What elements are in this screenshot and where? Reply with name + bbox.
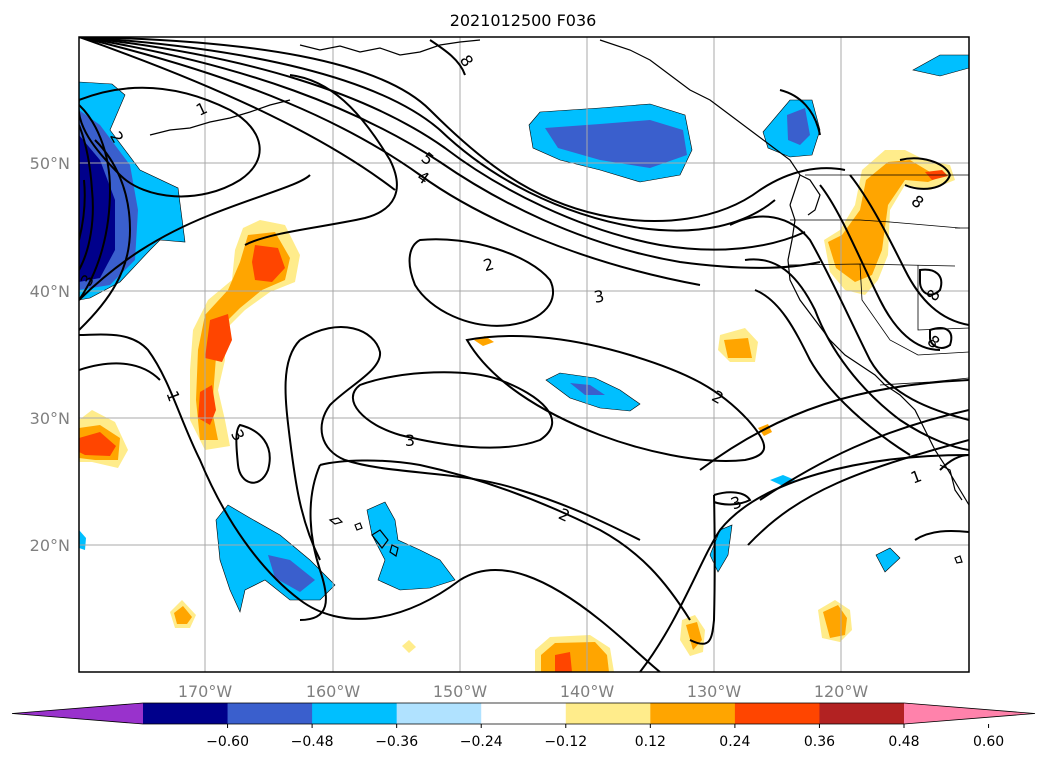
colorbar-segments (11, 702, 1036, 725)
colorbar-tick-label: −0.60 (206, 734, 249, 750)
contour-label: 3 (592, 286, 605, 306)
lon-label-160w: 160°W (306, 682, 361, 701)
lat-label-20n: 20°N (30, 536, 70, 555)
colorbar-segment (143, 703, 229, 724)
islands (328, 517, 963, 564)
lat-label-30n: 30°N (30, 409, 70, 428)
lon-label-170w: 170°W (178, 682, 233, 701)
longitude-labels: 170°W 160°W 150°W 140°W 130°W 120°W (178, 682, 869, 701)
colorbar-outline (11, 702, 1036, 725)
lat-label-50n: 50°N (30, 154, 70, 173)
map-panel: 1 2 3 4 5 8 1 2 3 2 3 2 3 1 8 8 3 8 (78, 36, 970, 673)
lon-label-120w: 120°W (814, 682, 869, 701)
colorbar-tick-label: −0.24 (460, 734, 503, 750)
latitude-labels: 50°N 40°N 30°N 20°N (30, 154, 70, 555)
colorbar-segment (481, 703, 567, 724)
colorbar-segment (227, 703, 313, 724)
map-title: 2021012500 F036 (450, 11, 597, 30)
colorbar-segment (819, 703, 905, 724)
contour-label: 3 (405, 431, 415, 450)
lat-label-40n: 40°N (30, 282, 70, 301)
colorbar-segment (396, 703, 482, 724)
colorbar-tick-label: −0.48 (291, 734, 334, 750)
colorbar: −0.60 −0.48 −0.36 −0.24 −0.12 0.12 0.24 0.36 0.4… (11, 702, 1036, 750)
colorbar-extend-low (12, 703, 143, 724)
colorbar-segment (312, 703, 398, 724)
gridlines (79, 37, 969, 672)
lon-label-150w: 150°W (433, 682, 488, 701)
colorbar-tick-label: 0.24 (719, 734, 750, 750)
colorbar-tick-label: 0.48 (888, 734, 919, 750)
colorbar-segment (650, 703, 736, 724)
colorbar-tick-label: −0.12 (544, 734, 587, 750)
colorbar-segment (734, 703, 820, 724)
contour-lines (79, 37, 969, 672)
colorbar-extend-high (904, 703, 1035, 724)
negative-anomaly-fill (79, 54, 969, 613)
contour-label: 2 (481, 254, 496, 275)
colorbar-tick-label: 0.36 (804, 734, 835, 750)
colorbar-tick-label: 0.12 (635, 734, 666, 750)
colorbar-ticks: −0.60 −0.48 −0.36 −0.24 −0.12 0.12 0.24 0.36 0.4… (206, 724, 1004, 750)
lon-label-130w: 130°W (687, 682, 742, 701)
map-frame (78, 36, 970, 673)
colorbar-tick-label: 0.60 (973, 734, 1004, 750)
colorbar-segment (565, 703, 651, 724)
colorbar-tick-label: −0.36 (375, 734, 418, 750)
lon-label-140w: 140°W (560, 682, 615, 701)
